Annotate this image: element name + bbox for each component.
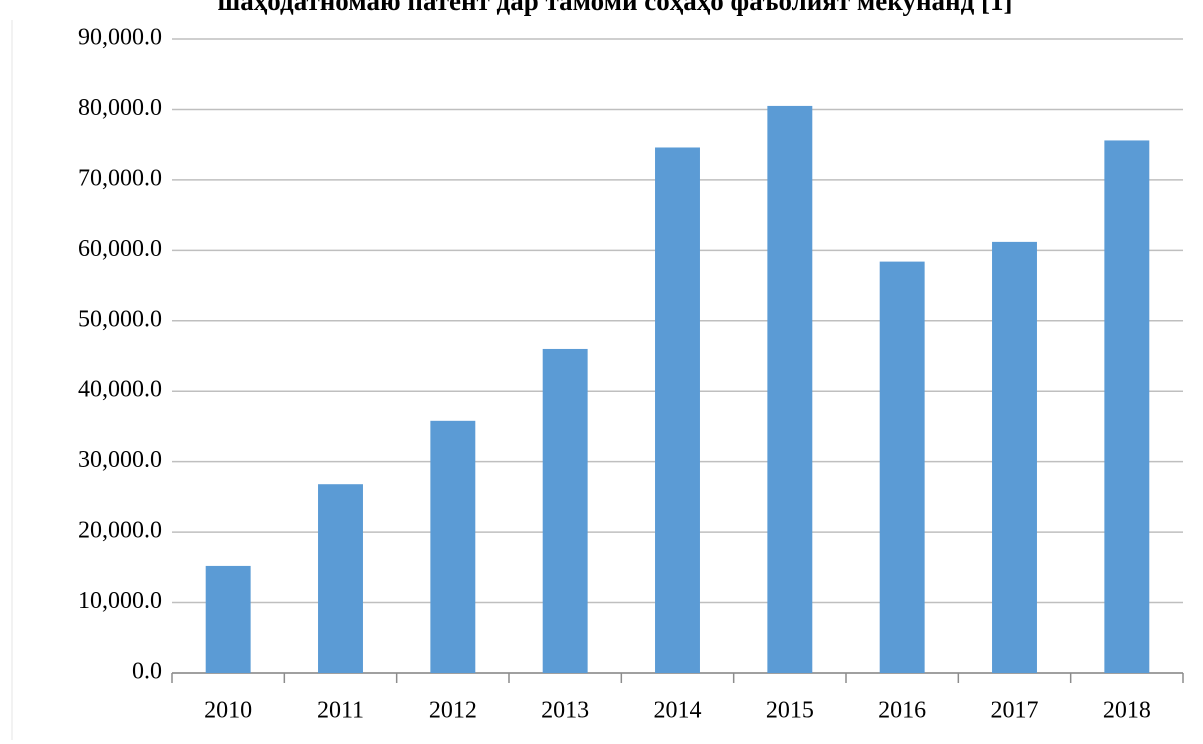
x-tick-label: 2014 xyxy=(654,698,702,724)
bar xyxy=(655,147,700,674)
y-tick-label: 90,000.0 xyxy=(78,25,162,51)
x-tick-label: 2010 xyxy=(204,698,252,724)
x-tick-label: 2016 xyxy=(878,698,926,724)
y-tick-label: 40,000.0 xyxy=(78,377,162,403)
bar xyxy=(430,420,476,673)
bar xyxy=(879,261,925,673)
bar xyxy=(205,565,251,673)
y-tick-label: 0.0 xyxy=(132,659,162,685)
bar xyxy=(767,105,813,673)
x-tick-label: 2013 xyxy=(541,698,589,724)
y-tick-label: 70,000.0 xyxy=(78,165,162,191)
y-tick-label: 50,000.0 xyxy=(78,306,162,332)
bar xyxy=(992,241,1037,673)
chart-title: шаҳодатномаю патент дар тамоми соҳаҳо фа… xyxy=(218,0,1013,16)
x-tick-label: 2015 xyxy=(766,698,814,724)
y-tick-label: 80,000.0 xyxy=(78,95,162,121)
y-tick-label: 10,000.0 xyxy=(78,588,162,614)
x-tick-label: 2018 xyxy=(1103,698,1151,724)
x-tick-label: 2017 xyxy=(991,698,1039,724)
y-tick-label: 60,000.0 xyxy=(78,236,162,262)
x-tick-label: 2011 xyxy=(317,698,364,724)
bar xyxy=(542,348,588,673)
bar xyxy=(1104,140,1150,673)
bar xyxy=(318,484,363,673)
y-tick-label: 30,000.0 xyxy=(78,447,162,473)
x-tick-label: 2012 xyxy=(429,698,477,724)
y-tick-label: 20,000.0 xyxy=(78,518,162,544)
